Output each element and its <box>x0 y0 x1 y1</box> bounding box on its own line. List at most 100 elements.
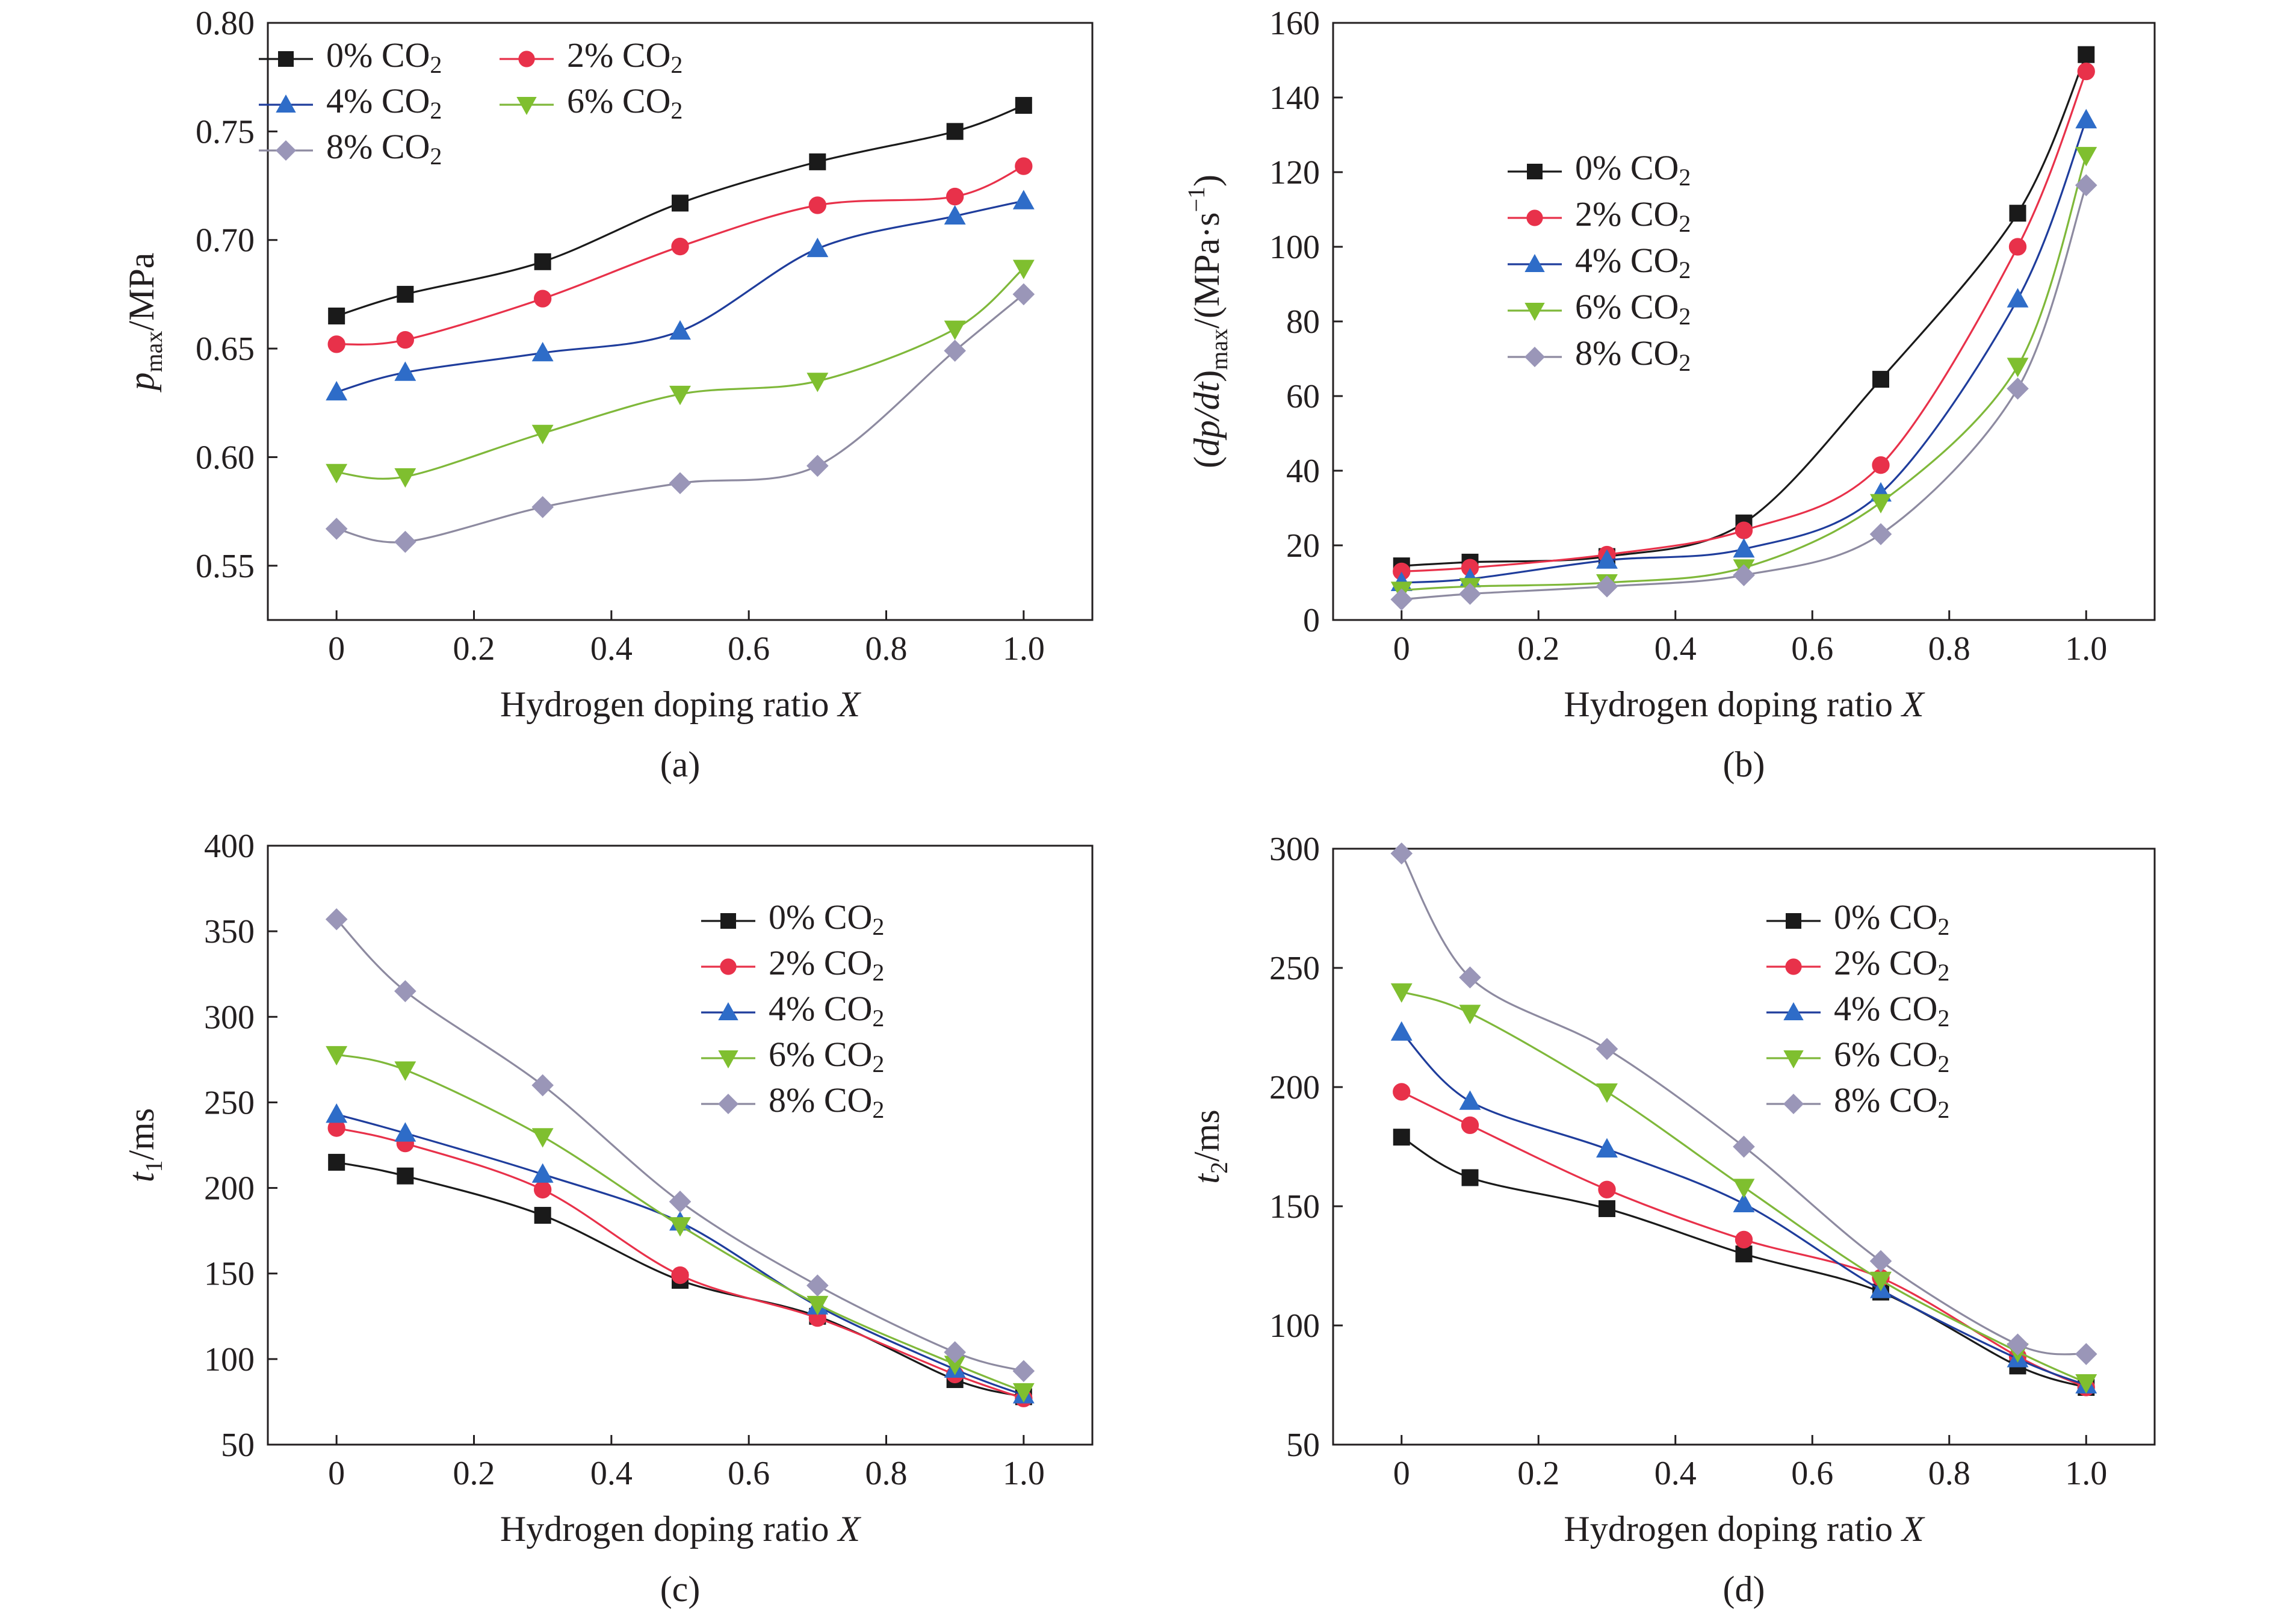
x-tick-label: 0 <box>328 1455 345 1492</box>
x-tick-label: 0 <box>1393 630 1410 668</box>
x-tick-label: 0.6 <box>1791 630 1833 668</box>
series-1 <box>327 157 1033 353</box>
legend-label: 2% CO2 <box>769 943 884 986</box>
series-line <box>336 267 1024 480</box>
legend-marker <box>1524 253 1545 272</box>
series-1 <box>327 1119 1033 1407</box>
data-point <box>326 1103 348 1123</box>
legend-item: 8% CO2 <box>1508 333 1691 376</box>
data-point <box>397 285 414 303</box>
y-axis-title: (dp/dt)max/(MPa·s−1) <box>1183 175 1233 468</box>
data-point <box>809 153 826 170</box>
x-tick-label: 0.6 <box>728 1455 770 1492</box>
y-tick-label: 400 <box>204 828 255 865</box>
series-4 <box>1390 842 2097 1365</box>
y-tick-label: 250 <box>1269 950 1320 987</box>
legend-marker <box>1783 1002 1804 1020</box>
data-point <box>2009 205 2026 222</box>
legend-item: 2% CO2 <box>500 36 682 78</box>
x-tick-label: 0.8 <box>865 1455 908 1492</box>
y-tick-label: 80 <box>1286 303 1320 341</box>
y-tick-label: 40 <box>1286 453 1320 490</box>
legend-label: 6% CO2 <box>1575 287 1691 330</box>
legend-item: 6% CO2 <box>701 1035 884 1077</box>
data-point <box>1390 588 1413 611</box>
data-point <box>1596 1138 1618 1158</box>
x-tick-label: 0.8 <box>1928 1455 1970 1492</box>
x-tick-label: 0.6 <box>1791 1455 1833 1492</box>
series-0 <box>1393 1129 2095 1396</box>
data-point <box>1012 190 1035 209</box>
legend-item: 6% CO2 <box>1508 287 1691 330</box>
series-3 <box>326 1046 1035 1403</box>
legend-item: 0% CO2 <box>1508 148 1691 191</box>
data-point <box>1459 966 1481 989</box>
y-axis-title: t2/ms <box>1187 1109 1233 1183</box>
data-point <box>1461 1116 1479 1135</box>
data-point <box>946 123 964 140</box>
data-point <box>1012 1383 1035 1403</box>
data-point <box>1872 371 1889 388</box>
data-point <box>1390 983 1413 1003</box>
chart-panel-b: 0 0.2 0.4 0.6 0.8 1.0 0 20 40 60 80 100 120 140 160 Hyd… <box>1183 5 2156 784</box>
legend-label: 6% CO2 <box>567 81 682 124</box>
legend-marker <box>516 97 537 116</box>
legend-marker <box>1783 1093 1804 1115</box>
x-tick-label: 0.2 <box>1517 630 1559 668</box>
plot-frame <box>267 845 1094 1446</box>
legend-marker <box>278 51 294 67</box>
legend-marker <box>1524 303 1545 321</box>
legend-item: 4% CO2 <box>701 989 884 1032</box>
legend-marker <box>1524 346 1546 368</box>
data-point <box>2078 46 2095 63</box>
y-tick-label: 300 <box>1269 831 1320 868</box>
legend-item: 4% CO2 <box>1508 241 1691 284</box>
legend-label: 0% CO2 <box>769 897 884 940</box>
series-2 <box>326 1103 1035 1404</box>
y-tick-label: 250 <box>204 1084 255 1121</box>
x-axis-title: Hydrogen doping ratio X <box>1564 684 1925 724</box>
legend-marker <box>718 1050 738 1069</box>
y-tick-label: 0.70 <box>196 222 255 259</box>
data-point <box>397 1167 414 1185</box>
series-2 <box>326 190 1035 401</box>
data-point <box>2075 108 2097 129</box>
legend-item: 2% CO2 <box>1766 943 1949 986</box>
y-tick-label: 120 <box>1269 154 1320 191</box>
data-point <box>1015 157 1033 175</box>
chart-panel-c: 0 0.2 0.4 0.6 0.8 1.0 50 100 150 200 250 300 350 400 H… <box>122 828 1094 1609</box>
y-tick-label: 20 <box>1286 527 1320 565</box>
data-point <box>394 468 416 488</box>
data-point <box>1598 1180 1616 1198</box>
legend-marker <box>1527 164 1543 179</box>
data-point <box>326 463 348 484</box>
data-point <box>1869 1250 1892 1272</box>
data-point <box>2075 147 2097 167</box>
series-4 <box>325 908 1035 1383</box>
x-tick-label: 0.4 <box>590 630 633 668</box>
x-tick-label: 0.8 <box>1928 630 1970 668</box>
y-tick-label: 160 <box>1269 5 1320 42</box>
x-tick-label: 1.0 <box>1003 1455 1045 1492</box>
data-point <box>2075 174 2097 197</box>
data-point <box>1870 494 1892 514</box>
y-tick-label: 350 <box>204 913 255 950</box>
x-axis-title: Hydrogen doping ratio X <box>500 1509 862 1549</box>
series-line <box>336 1113 1024 1396</box>
y-tick-label: 100 <box>1269 1307 1320 1345</box>
y-tick-label: 50 <box>1286 1427 1320 1464</box>
plot-frame <box>1332 848 2156 1446</box>
legend-marker <box>1783 1050 1804 1069</box>
data-point <box>1735 1230 1753 1249</box>
data-point <box>1012 1360 1035 1383</box>
chart-panel-a: 0 0.2 0.4 0.6 0.8 1.0 0.55 0.60 0.65 0.70 0.75 0.80… <box>122 5 1094 784</box>
legend-item: 6% CO2 <box>500 81 682 124</box>
legend-marker <box>718 1002 738 1020</box>
legend-marker <box>275 140 297 161</box>
legend-label: 4% CO2 <box>769 989 884 1032</box>
data-point <box>1459 583 1481 605</box>
legend-label: 0% CO2 <box>1834 897 1949 940</box>
data-point <box>1872 456 1890 474</box>
